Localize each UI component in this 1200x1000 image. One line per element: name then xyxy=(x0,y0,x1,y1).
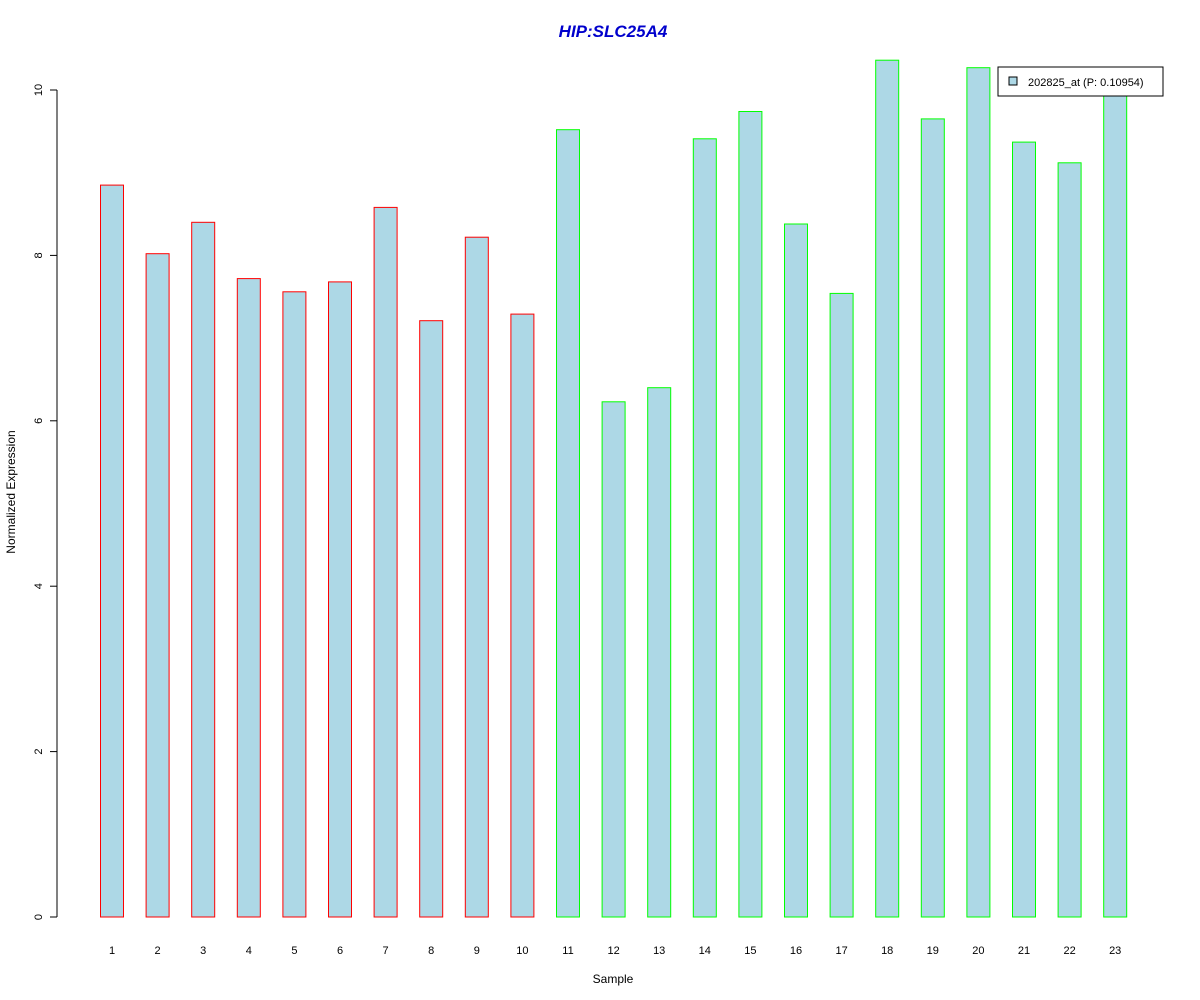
x-tick-label: 13 xyxy=(653,945,665,957)
x-tick-label: 4 xyxy=(246,945,252,957)
y-tick-label: 6 xyxy=(33,418,45,424)
x-tick-label: 11 xyxy=(562,945,573,957)
bar-sample-17 xyxy=(829,292,854,918)
x-tick-label: 21 xyxy=(1018,945,1030,957)
x-tick-label: 7 xyxy=(383,945,389,957)
x-tick-label: 14 xyxy=(699,945,711,957)
x-tick-label: 1 xyxy=(109,945,115,957)
bar-sample-5 xyxy=(282,291,307,918)
y-tick-label: 8 xyxy=(33,252,45,258)
y-tick-label: 4 xyxy=(33,583,45,589)
bar-sample-20 xyxy=(966,67,991,918)
x-tick-label: 10 xyxy=(516,945,528,957)
bar-sample-13 xyxy=(647,387,672,918)
bar-sample-6 xyxy=(328,281,352,918)
bar-sample-11 xyxy=(556,129,580,918)
legend-label: 202825_at (P: 0.10954) xyxy=(1028,77,1144,89)
bar-sample-15 xyxy=(738,111,763,918)
bar-sample-4 xyxy=(236,278,261,918)
bar-sample-7 xyxy=(373,206,398,918)
bar-sample-23 xyxy=(1103,93,1128,918)
x-tick-label: 16 xyxy=(790,945,802,957)
x-tick-label: 15 xyxy=(744,945,756,957)
y-axis-label: Normalized Expression xyxy=(4,430,18,553)
x-tick-label: 18 xyxy=(881,945,893,957)
bar-sample-19 xyxy=(920,118,945,918)
bar-sample-14 xyxy=(692,138,717,918)
legend-box xyxy=(997,66,1164,97)
x-tick-label: 12 xyxy=(607,945,619,957)
bar-sample-3 xyxy=(191,221,216,918)
bar-sample-21 xyxy=(1012,141,1036,918)
bar-sample-1 xyxy=(100,184,124,918)
x-tick-label: 20 xyxy=(972,945,984,957)
legend: 202825_at (P: 0.10954) xyxy=(997,66,1164,97)
x-tick-label: 5 xyxy=(291,945,297,957)
x-tick-label: 19 xyxy=(927,945,939,957)
x-tick-label: 17 xyxy=(835,945,847,957)
x-tick-label: 8 xyxy=(428,945,434,957)
bar-sample-2 xyxy=(145,253,170,918)
x-axis-label: Sample xyxy=(593,972,634,986)
x-tick-label: 2 xyxy=(155,945,161,957)
y-tick-label: 2 xyxy=(33,749,45,755)
x-tick-label: 9 xyxy=(474,945,480,957)
y-tick-label: 10 xyxy=(33,84,45,96)
bars xyxy=(100,59,1128,918)
chart-title: HIP:SLC25A4 xyxy=(559,22,668,41)
bar-sample-9 xyxy=(464,236,489,918)
y-axis: 0 2 4 6 8 10 xyxy=(33,84,58,920)
bar-sample-8 xyxy=(419,320,444,918)
bar-sample-10 xyxy=(510,313,535,918)
legend-swatch xyxy=(1008,76,1018,86)
x-tick-labels: 1 2 3 4 5 6 7 8 9 10 11 12 13 14 15 16 17 18 19 20 21 22 23 xyxy=(109,945,1121,957)
x-tick-label: 6 xyxy=(337,945,343,957)
y-tick-label: 0 xyxy=(33,914,45,920)
bar-sample-16 xyxy=(784,223,808,918)
bar-sample-22 xyxy=(1057,162,1082,918)
x-tick-label: 22 xyxy=(1063,945,1075,957)
x-tick-label: 23 xyxy=(1109,945,1121,957)
bar-sample-18 xyxy=(875,59,900,918)
x-tick-label: 3 xyxy=(200,945,206,957)
bar-sample-12 xyxy=(601,401,626,918)
